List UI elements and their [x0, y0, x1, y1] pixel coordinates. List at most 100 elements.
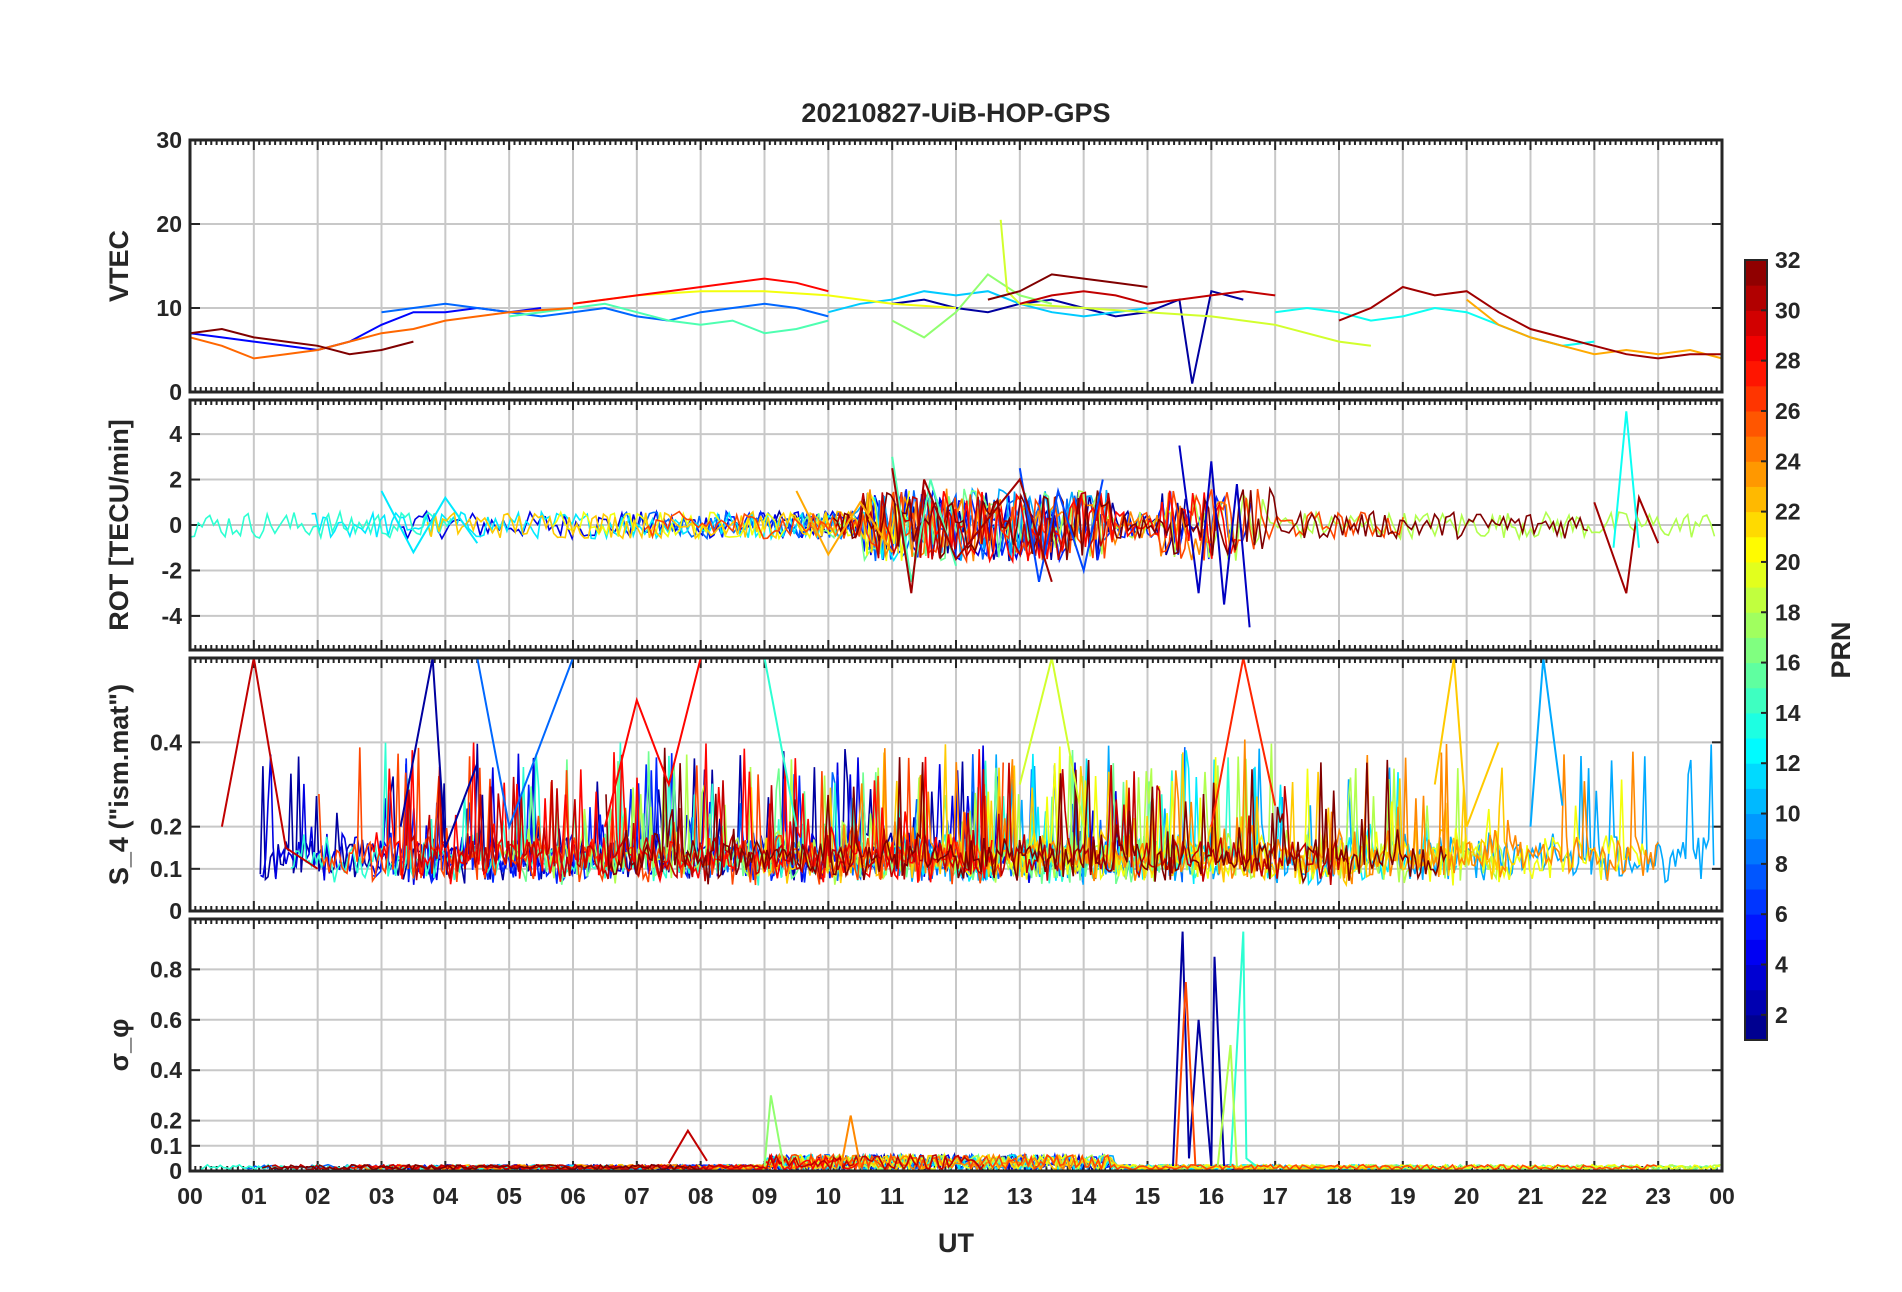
x-tick-label: 00	[1709, 1183, 1735, 1209]
panel-vtec: 0 10 20 30 VTEC	[104, 127, 1724, 405]
colorbar-tick-label: 18	[1775, 599, 1801, 625]
colorbar-tick-label: 10	[1775, 801, 1801, 827]
trace-prn-3	[1178, 445, 1251, 628]
trace-prn-30	[1019, 290, 1276, 305]
trace-background	[705, 1152, 1658, 1171]
y-tick-label: 0.1	[150, 1133, 182, 1159]
trace-background	[838, 739, 1660, 885]
trace-prn-18	[1216, 1044, 1238, 1167]
colorbar-segment	[1745, 260, 1767, 286]
trace-prn-31	[1338, 285, 1722, 360]
chart-title: 20210827-UiB-HOP-GPS	[801, 98, 1110, 128]
colorbar-tick-label: 4	[1775, 952, 1788, 978]
y-tick-label: 0.4	[150, 729, 182, 755]
x-tick-label: 01	[241, 1183, 267, 1209]
panel-sigma: 00.10.2 0.4 0.6 0.8 σ_φ 00 01 02 03 04 05 06 07 08 09 1…	[104, 917, 1735, 1209]
colorbar-tick-label: 14	[1775, 700, 1801, 726]
trace-prn-26	[1175, 981, 1197, 1167]
trace-prn-30	[667, 1128, 708, 1164]
x-tick-label: 19	[1390, 1183, 1416, 1209]
colorbar-segment	[1745, 410, 1767, 437]
colorbar-tick-label: 24	[1775, 448, 1801, 474]
colorbar-segment	[1745, 285, 1767, 311]
trace-background	[605, 747, 1447, 885]
colorbar-segment	[1745, 889, 1767, 915]
trace-prn-13	[1612, 411, 1640, 548]
trace-prn-28	[603, 658, 702, 827]
x-tick-label: 12	[943, 1183, 969, 1209]
colorbar-label: PRN	[1826, 621, 1856, 678]
colorbar-segment	[1745, 360, 1767, 387]
trace-background	[552, 490, 910, 562]
colorbar-segment	[1745, 461, 1767, 487]
colorbar-segment	[1745, 335, 1767, 362]
colorbar-tick-label: 12	[1775, 750, 1801, 776]
colorbar-tick-label: 32	[1775, 247, 1801, 273]
trace-prn-23	[1466, 298, 1722, 360]
x-tick-label: 23	[1645, 1183, 1671, 1209]
colorbar-tick-label: 30	[1775, 297, 1801, 323]
trace-prn-8	[381, 302, 829, 322]
y-tick-label: -4	[162, 603, 183, 629]
x-tick-label: 04	[433, 1183, 459, 1209]
colorbar-segment	[1745, 536, 1767, 563]
panel-frame	[188, 656, 1724, 913]
x-tick-label: 22	[1582, 1183, 1608, 1209]
y-axis-label-s4: S_4 ("ism.mat")	[104, 684, 134, 885]
colorbar-tick-label: 2	[1775, 1002, 1788, 1028]
colorbar-tick-label: 16	[1775, 650, 1801, 676]
trace-prn-12	[380, 490, 479, 555]
x-tick-label: 21	[1518, 1183, 1544, 1209]
x-tick-label: 10	[816, 1183, 842, 1209]
colorbar-segment	[1745, 385, 1767, 412]
y-tick-label: 2	[169, 467, 182, 493]
traces-vtec	[190, 219, 1722, 384]
colorbar-segment	[1745, 813, 1767, 840]
trace-prn-11	[828, 290, 1148, 318]
x-tick-label: 11	[880, 1183, 905, 1209]
x-tick-label: 15	[1135, 1183, 1161, 1209]
traces-rot	[190, 411, 1716, 628]
trace-prn-10	[1529, 658, 1564, 827]
colorbar-segment	[1745, 612, 1767, 638]
x-tick-label: 03	[369, 1183, 395, 1209]
trace-prn-31	[1593, 493, 1660, 594]
y-tick-label: 0.2	[150, 814, 182, 840]
y-tick-label: 0	[169, 898, 182, 924]
trace-prn-14	[763, 658, 798, 827]
x-tick-label: 00	[177, 1183, 203, 1209]
panel-frame	[188, 398, 1724, 652]
colorbar-tick-label: 6	[1775, 901, 1788, 927]
x-tick-label: 20	[1454, 1183, 1480, 1209]
y-tick-label: 0.1	[150, 856, 182, 882]
colorbar-segment	[1745, 1014, 1767, 1041]
x-tick-label: 08	[688, 1183, 714, 1209]
trace-background	[832, 485, 1588, 561]
panel-s4: 0 0.1 0.2 0.4 S_4 ("ism.mat")	[104, 656, 1724, 924]
y-tick-label: -2	[162, 557, 182, 583]
trace-prn-15	[891, 456, 957, 582]
trace-prn-19	[999, 219, 1372, 347]
trace-prn-24	[840, 1115, 862, 1167]
x-tick-label: 17	[1262, 1183, 1288, 1209]
colorbar-segment	[1745, 587, 1767, 613]
trace-prn-7	[1018, 468, 1104, 583]
x-tick-label: 02	[305, 1183, 331, 1209]
x-axis-label: UT	[938, 1228, 974, 1258]
colorbar-segment	[1745, 914, 1767, 940]
traces-s4	[220, 658, 1715, 888]
colorbar-segment	[1745, 687, 1767, 714]
trace-prn-8	[476, 658, 574, 831]
panel-rot: -4 -2 0 2 4 ROT [TECU/min]	[104, 398, 1724, 652]
x-tick-label: 09	[752, 1183, 778, 1209]
trace-prn-32	[190, 327, 414, 356]
colorbar-segment	[1745, 738, 1767, 764]
y-tick-label: 0.6	[150, 1007, 182, 1033]
colorbar-segment	[1745, 486, 1767, 513]
trace-prn-31	[891, 468, 1053, 594]
colorbar-tick-label: 8	[1775, 851, 1788, 877]
trace-background	[835, 489, 1113, 561]
y-axis-label-rot: ROT [TECU/min]	[104, 419, 134, 630]
